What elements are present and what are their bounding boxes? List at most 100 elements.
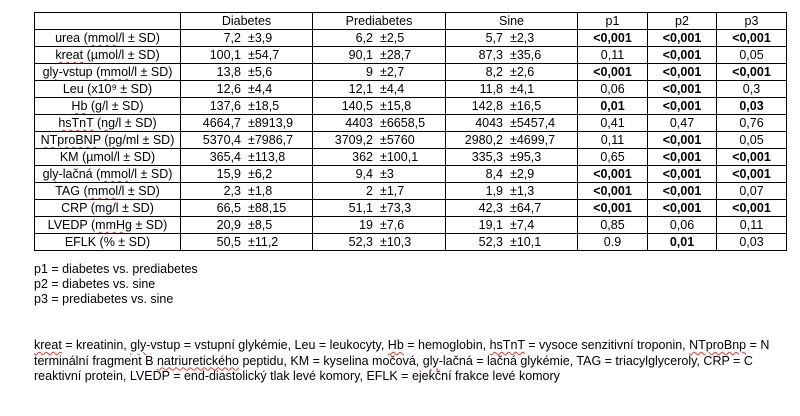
p-value-cell: 0,65: [577, 148, 648, 166]
p-value-cell: 0.9: [577, 233, 648, 251]
mean-sd-pair: 8,2 ±2,6: [447, 65, 577, 80]
p-value-cell: 0,85: [577, 216, 648, 234]
column-header: Sine: [445, 12, 578, 30]
mean-sd-pair: 2,3 ±1,8: [182, 184, 312, 199]
p-value-cell: <0,001: [647, 80, 717, 98]
value-cell: 140,5 ±15,8: [312, 97, 446, 115]
p-value-cell: 0,05: [716, 46, 787, 64]
mean-sd-pair: 2980,2 ±4699,7: [447, 133, 577, 148]
mean-sd-pair: 4043 ±5457,4: [447, 116, 577, 131]
value-cell: 87,3 ±35,6: [445, 46, 578, 64]
value-cell: 12,6 ±4,4: [180, 80, 313, 98]
value-cell: 11,8 ±4,1: [445, 80, 578, 98]
row-label: Leu (x10⁹ ± SD): [34, 80, 181, 98]
mean-sd-pair: 140,5 ±15,8: [314, 99, 445, 114]
p-value-cell: <0,001: [577, 29, 648, 47]
mean-sd-pair: 20,9 ±8,5: [182, 218, 312, 233]
sd-value: ±11,2: [248, 235, 279, 249]
p-value-cell: 0,03: [716, 233, 787, 251]
value-cell: 5370,4 ±7986,7: [180, 131, 313, 149]
p-value-cell: 0,07: [716, 182, 787, 200]
mean-value: 2980,2: [464, 133, 503, 147]
p-value-cell: 0,01: [647, 233, 717, 251]
sd-value: ±1,8: [248, 184, 273, 198]
p-value-cell: 0,3: [716, 80, 787, 98]
table-row: kreat (µmol/l ± SD) 100,1 ±54,7 90,1 ±28,7 87…: [34, 46, 787, 64]
mean-sd-pair: 15,9 ±6,2: [182, 167, 312, 182]
mean-value: 140,5: [341, 99, 373, 113]
mean-value: 52,3: [348, 235, 373, 249]
spellcheck-mark: pg: [108, 133, 123, 147]
sd-value: ±8,5: [248, 218, 273, 232]
mean-sd-pair: 100,1 ±54,7: [182, 48, 312, 63]
sd-value: ±28,7: [380, 48, 412, 62]
table-row: hsTnT (ng/l ± SD) 4664,7 ±8913,9 4403 ±6658,…: [34, 114, 787, 132]
value-cell: 142,8 ±16,5: [445, 97, 578, 115]
mean-sd-pair: 50,5 ±11,2: [182, 235, 312, 250]
mean-sd-pair: 7,2 ±3,9: [182, 31, 312, 46]
row-label: kreat (µmol/l ± SD): [34, 46, 181, 64]
sd-value: ±18,5: [248, 99, 280, 113]
value-cell: 13,8 ±5,6: [180, 63, 313, 81]
value-cell: 19 ±7,6: [312, 216, 446, 234]
spellcheck-mark: mmol: [87, 184, 119, 198]
p-value-cell: <0,001: [716, 148, 787, 166]
mean-sd-pair: 12,6 ±4,4: [182, 82, 312, 97]
legend-line: p1 = diabetes vs. prediabetes: [34, 262, 198, 276]
value-cell: 362 ±100,1: [312, 148, 446, 166]
value-cell: 2,3 ±1,8: [180, 182, 313, 200]
column-header: p2: [647, 12, 717, 30]
spellcheck-mark: gly: [42, 167, 59, 181]
legend-line: p3 = prediabetes vs. sine: [34, 292, 174, 306]
mean-value: 4403: [345, 116, 373, 130]
value-cell: 3709,2 ±5760: [312, 131, 446, 149]
mean-value: 19,1: [478, 218, 503, 232]
mean-value: 13,8: [216, 65, 241, 79]
results-table: Diabetes Prediabetes Sine p1 p2 p3 urea (mmol/…: [34, 12, 787, 251]
mean-value: 9,4: [355, 167, 373, 181]
table-row: EFLK (% ± SD) 50,5 ±11,2 52,3 ±10,3 52,3 ±10,1…: [34, 233, 787, 251]
p-value-cell: <0,001: [647, 199, 717, 217]
mean-sd-pair: 9,4 ±3: [314, 167, 445, 182]
mean-value: 12,6: [216, 82, 241, 96]
mean-value: 142,8: [471, 99, 503, 113]
mean-sd-pair: 137,6 ±18,5: [182, 99, 312, 114]
value-cell: 52,3 ±10,3: [312, 233, 446, 251]
value-cell: 8,2 ±2,6: [445, 63, 578, 81]
row-label: LVEDP (mmHg ± SD): [34, 216, 181, 234]
sd-value: ±2,5: [380, 31, 405, 45]
value-cell: 19,1 ±7,4: [445, 216, 578, 234]
mean-value: 87,3: [478, 48, 503, 62]
sd-value: ±54,7: [248, 48, 280, 62]
mean-sd-pair: 87,3 ±35,6: [447, 48, 577, 63]
sd-value: ±113,8: [248, 150, 286, 164]
mean-value: 5,7: [485, 31, 503, 45]
mean-value: 5370,4: [202, 133, 241, 147]
sd-value: ±6658,5: [380, 116, 426, 130]
mean-value: 66,5: [216, 201, 241, 215]
mean-value: 9: [366, 65, 373, 79]
sd-value: ±2,6: [510, 65, 535, 79]
spellcheck-mark: mmHg: [95, 218, 132, 232]
sd-value: ±95,3: [510, 150, 542, 164]
mean-sd-pair: 19 ±7,6: [314, 218, 445, 233]
p-value-legend: p1 = diabetes vs. prediabetes p2 = diabe…: [34, 262, 198, 307]
sd-value: ±10,3: [380, 235, 412, 249]
mean-value: 42,3: [478, 201, 503, 215]
p-value-cell: <0,001: [716, 199, 787, 217]
p-value-cell: <0,001: [716, 165, 787, 183]
spellcheck-mark: Hb: [71, 99, 88, 113]
spellcheck-mark: gly: [130, 338, 147, 352]
row-label: gly-vstup (mmol/l ± SD): [34, 63, 181, 81]
value-cell: 5,7 ±2,3: [445, 29, 578, 47]
row-label: urea (mmol/l ± SD): [34, 29, 181, 47]
sd-value: ±35,6: [510, 48, 542, 62]
value-cell: 1,9 ±1,3: [445, 182, 578, 200]
row-label: KM (µmol/l ± SD): [34, 148, 181, 166]
p-value-cell: 0,41: [577, 114, 648, 132]
mean-sd-pair: 4664,7 ±8913,9: [182, 116, 312, 131]
table-row: CRP (mg/l ± SD) 66,5 ±88,15 51,1 ±73,3 42,3 ±6…: [34, 199, 787, 217]
p-value-cell: <0,001: [577, 63, 648, 81]
column-header: p1: [577, 12, 648, 30]
